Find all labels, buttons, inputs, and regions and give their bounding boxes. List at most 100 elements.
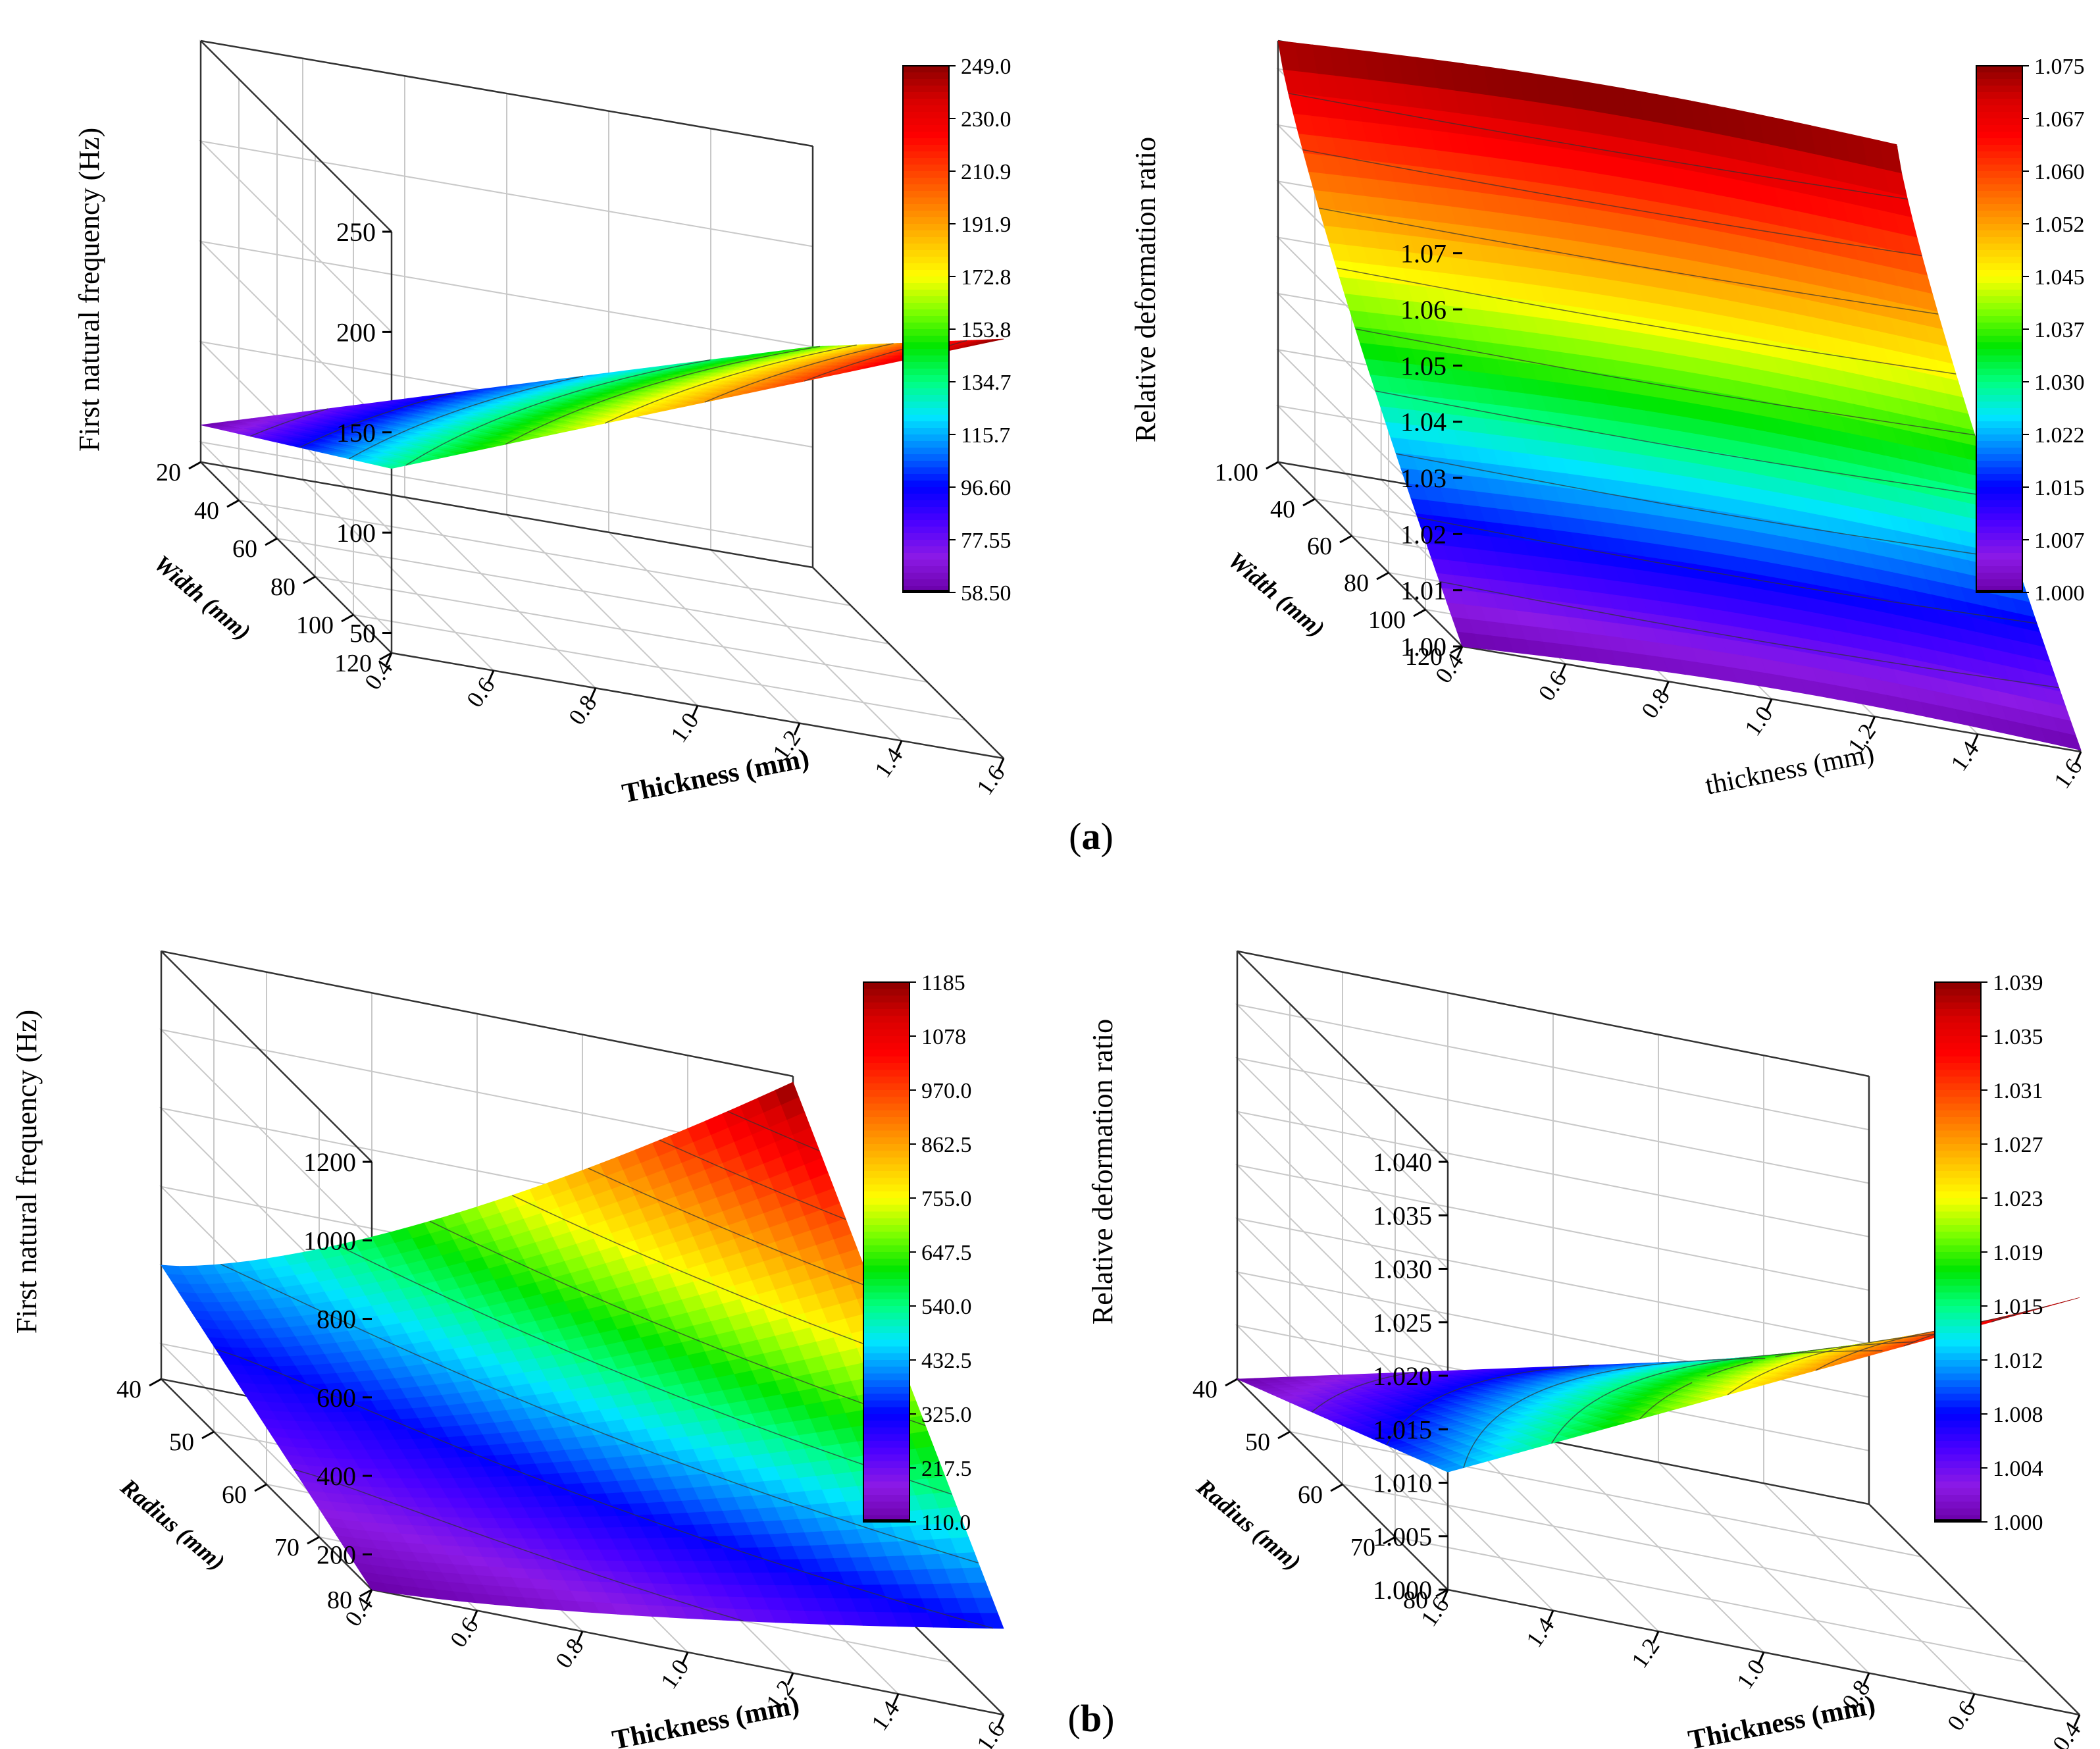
contour-line xyxy=(853,363,855,365)
colorbar-label: 1.007 xyxy=(2034,529,2085,553)
colorbar-segment xyxy=(903,79,949,86)
colorbar-label: 1.067 xyxy=(2034,107,2085,132)
colorbar-segment xyxy=(1976,151,2022,159)
contour-line xyxy=(813,363,815,365)
colorbar-segment xyxy=(903,507,949,514)
colorbar-segment xyxy=(903,355,949,363)
colorbar-segment xyxy=(903,171,949,178)
colorbar-segment xyxy=(1976,513,2022,521)
colorbar-segment xyxy=(903,211,949,218)
colorbar-segment xyxy=(1976,579,2022,587)
contour-line xyxy=(872,356,875,359)
x-axis-title: Thickness (mm) xyxy=(620,743,812,809)
colorbar-segment xyxy=(1976,79,2022,86)
colorbar-segment xyxy=(903,118,949,126)
colorbar-segment xyxy=(903,230,949,238)
colorbar-segment xyxy=(903,72,949,80)
colorbar-segment xyxy=(1976,369,2022,376)
colorbar-segment xyxy=(1976,105,2022,113)
colorbar-min-band xyxy=(903,590,949,592)
colorbar-segment xyxy=(1976,283,2022,290)
colorbar-segment xyxy=(903,382,949,389)
colorbar-segment xyxy=(1976,184,2022,192)
contour-line xyxy=(536,427,538,429)
x-tick-label: 0.6 xyxy=(461,673,500,712)
y-tick-label: 1.00 xyxy=(1215,459,1259,486)
colorbar-segment xyxy=(1976,217,2022,224)
z-tick-label: 100 xyxy=(336,518,376,548)
colorbar-label: 1.045 xyxy=(2034,265,2085,290)
contour-line xyxy=(844,346,849,348)
colorbar-segment xyxy=(903,388,949,396)
x-tick-label: 0.8 xyxy=(1636,684,1675,723)
grid-line xyxy=(315,576,928,683)
colorbar-segment xyxy=(903,165,949,172)
contour-line xyxy=(792,369,795,371)
colorbar-segment xyxy=(1976,540,2022,547)
colorbar-segment xyxy=(1976,303,2022,310)
contour-line xyxy=(498,396,501,398)
grid-line xyxy=(302,479,494,671)
colorbar-segment xyxy=(1976,158,2022,165)
colorbar-label: 191.9 xyxy=(961,213,1012,237)
y-tick-label: 40 xyxy=(1270,496,1295,523)
colorbar-segment xyxy=(903,86,949,93)
colorbar-segment xyxy=(903,408,949,415)
colorbar-segment xyxy=(1976,72,2022,80)
contour-line xyxy=(796,350,800,352)
z-axis-title: First natural frequency (Hz) xyxy=(73,128,105,452)
colorbar-segment xyxy=(1976,342,2022,350)
colorbar-segment xyxy=(1976,560,2022,567)
colorbar-segment xyxy=(1976,165,2022,172)
frame-edge xyxy=(200,39,813,147)
colorbar-segment xyxy=(1976,118,2022,126)
colorbar-label: 249.0 xyxy=(961,55,1012,79)
colorbar-label: 1.075 xyxy=(2034,55,2085,79)
colorbar-segment xyxy=(1976,448,2022,455)
colorbar-segment xyxy=(1976,178,2022,185)
colorbar-segment xyxy=(1976,191,2022,198)
colorbar-segment xyxy=(1976,415,2022,422)
z-tick-label: 1.07 xyxy=(1400,239,1447,269)
colorbar-segment xyxy=(1976,112,2022,119)
colorbar-segment xyxy=(903,178,949,185)
colorbar: 249.0230.0210.9191.9172.8153.8134.7115.7… xyxy=(902,55,1012,606)
colorbar-segment xyxy=(903,145,949,152)
y-tick-label: 100 xyxy=(296,612,334,639)
colorbar-label: 1.022 xyxy=(2034,423,2085,448)
colorbar-segment xyxy=(903,336,949,343)
colorbar-segment xyxy=(903,309,949,317)
x-tick-label: 1.0 xyxy=(1739,701,1778,741)
z-tick-label: 50 xyxy=(349,619,376,648)
contour-line xyxy=(1830,531,1835,533)
contour-line xyxy=(309,413,313,415)
y-tick-label: 60 xyxy=(232,535,257,563)
z-tick-label: 200 xyxy=(336,317,376,347)
colorbar-segment xyxy=(1976,546,2022,554)
colorbar-segment xyxy=(1976,197,2022,205)
colorbar-segment xyxy=(903,573,949,580)
colorbar-segment xyxy=(1976,276,2022,284)
colorbar-segment xyxy=(1976,66,2022,73)
colorbar-segment xyxy=(903,461,949,468)
z-tick-label: 150 xyxy=(336,418,376,448)
z-axis-title: Relative deformation ratio xyxy=(1129,137,1162,442)
z-tick-label: 250 xyxy=(336,217,376,247)
contour-line xyxy=(595,402,598,404)
colorbar-segment xyxy=(903,546,949,554)
colorbar-label: 210.9 xyxy=(961,160,1012,184)
y-axis-title: Width (mm) xyxy=(1223,546,1330,642)
colorbar-segment xyxy=(903,500,949,508)
contour-line xyxy=(460,434,463,436)
colorbar-segment xyxy=(903,533,949,540)
colorbar-label: 1.015 xyxy=(2034,476,2085,500)
colorbar-segment xyxy=(903,138,949,145)
contour-line xyxy=(290,419,293,421)
surface xyxy=(1277,40,2082,751)
colorbar-segment xyxy=(903,158,949,165)
colorbar-segment xyxy=(903,454,949,461)
colorbar-segment xyxy=(1976,461,2022,468)
colorbar-segment xyxy=(1976,487,2022,494)
colorbar-label: 1.037 xyxy=(2034,318,2085,342)
colorbar-segment xyxy=(903,270,949,277)
